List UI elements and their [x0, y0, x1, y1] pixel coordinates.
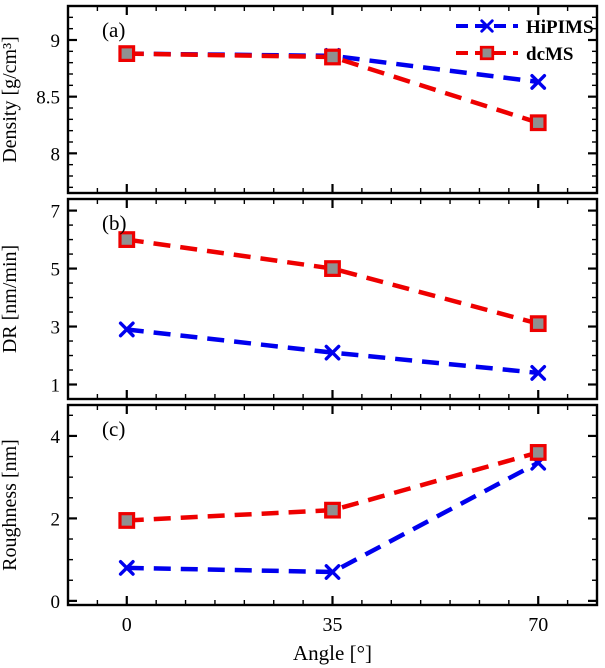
- plot-area: [68, 199, 597, 399]
- panel-letter: (b): [102, 211, 127, 235]
- legend-label: HiPIMS: [526, 17, 594, 38]
- marker-x: [530, 365, 547, 381]
- y-tick-label: 7: [51, 202, 61, 223]
- marker-x: [118, 321, 135, 338]
- y-axis-label: Roughness [nm]: [0, 439, 21, 571]
- panel-letter: (c): [102, 417, 125, 441]
- marker-square: [324, 501, 341, 519]
- axes-frame: [66, 4, 599, 195]
- legend: HiPIMS dcMS: [456, 17, 594, 65]
- y-tick-label: 0: [51, 592, 61, 613]
- marker-x: [324, 564, 341, 580]
- panel-letter: (a): [102, 18, 125, 42]
- axes-frame: [66, 197, 599, 401]
- plot-area: [68, 6, 597, 193]
- y-tick-label: 3: [51, 318, 61, 339]
- marker-square: [529, 444, 547, 461]
- marker-square: [529, 315, 547, 333]
- x-axis-label: Angle [°]: [293, 641, 372, 665]
- x-tick-label: 0: [122, 614, 132, 636]
- series-line-HiPIMS: [126, 327, 539, 376]
- y-tick-label: 5: [51, 260, 61, 281]
- marker-x: [480, 19, 494, 33]
- y-tick-label: 8: [51, 144, 61, 165]
- y-tick-label: 9: [51, 31, 61, 52]
- y-tick-label: 4: [51, 427, 61, 448]
- marker-square: [324, 48, 341, 66]
- panel-a: 8 8.5 9 (a) Density [g/cm³]: [0, 4, 599, 195]
- marker-x: [324, 344, 341, 361]
- marker-square: [118, 512, 136, 529]
- y-tick-label: 2: [51, 509, 61, 530]
- marker-x: [118, 559, 135, 576]
- y-axis-label: Density [g/cm³]: [0, 36, 21, 163]
- panel-c: 0 2 4 (c) Roughness [nm]: [0, 403, 599, 613]
- marker-x: [530, 74, 547, 90]
- marker-square: [118, 45, 136, 62]
- y-tick-label: 1: [51, 376, 61, 397]
- panel-b: 1 3 5 7 (b) DR [nm/min]: [0, 197, 599, 401]
- y-tick-label: 8.5: [36, 88, 60, 109]
- marker-square: [324, 260, 341, 277]
- marker-square: [529, 114, 547, 132]
- y-axis-label: DR [nm/min]: [0, 245, 21, 353]
- marker-square: [118, 231, 136, 248]
- axes-frame: [66, 403, 599, 607]
- legend-label: dcMS: [526, 44, 574, 65]
- marker-square: [479, 45, 495, 61]
- x-tick-label: 70: [528, 614, 548, 636]
- x-tick-label: 35: [323, 614, 343, 636]
- series-line-dcMS: [126, 237, 539, 326]
